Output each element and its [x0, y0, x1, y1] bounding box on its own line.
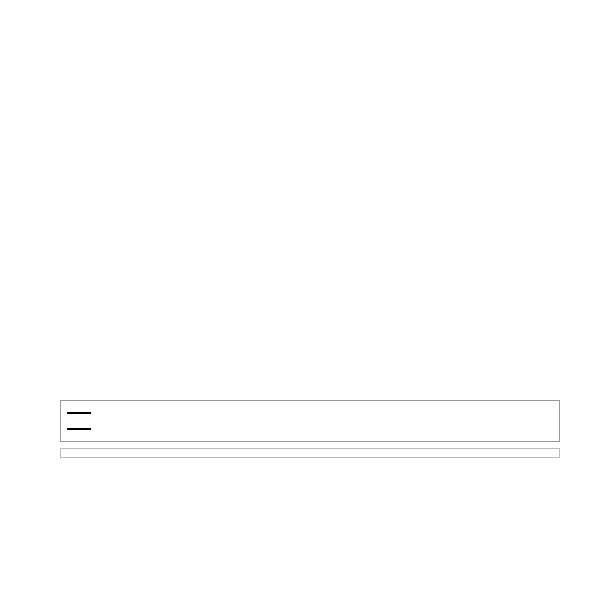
line-chart-svg [10, 12, 310, 162]
legend-item-hpi [67, 421, 553, 437]
legend-box [60, 400, 560, 442]
chart-container [0, 0, 600, 590]
attribution-box [60, 448, 560, 458]
legend-swatch-price-paid [67, 412, 91, 414]
legend-swatch-hpi [67, 428, 91, 430]
legend-item-price-paid [67, 405, 553, 421]
chart-area [10, 12, 590, 392]
